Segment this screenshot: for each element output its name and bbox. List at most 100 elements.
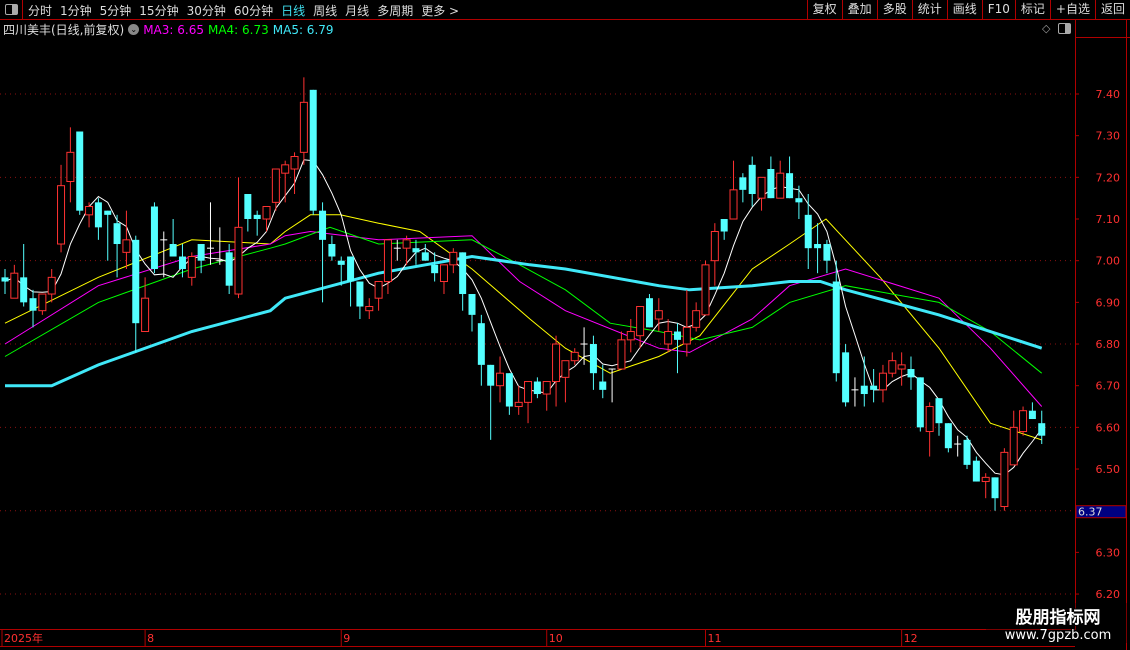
- candle-body: [421, 252, 429, 261]
- x-tick-label: 2025年: [4, 631, 43, 645]
- ma5-line: [5, 254, 1043, 388]
- candle-body: [431, 264, 439, 274]
- candle: [496, 356, 505, 403]
- candle-body: [290, 156, 299, 170]
- candle-body: [132, 239, 140, 324]
- period-tab[interactable]: 周线: [313, 4, 338, 18]
- candle-body: [888, 360, 897, 374]
- candle-body: [412, 248, 420, 253]
- period-tab[interactable]: 月线: [345, 4, 370, 18]
- candle: [944, 423, 952, 453]
- candle: [225, 244, 233, 295]
- toolbar-button[interactable]: 标记: [1014, 0, 1050, 19]
- candle-body: [309, 89, 317, 211]
- toolbar-buttons: 复权 叠加 多股 统计 画线 F10 标记 +自选 返回: [806, 0, 1130, 19]
- candle: [589, 335, 597, 390]
- candle: [10, 264, 19, 299]
- candle: [626, 319, 635, 353]
- candle-body: [701, 264, 710, 316]
- chevron-down-icon[interactable]: ⌄: [128, 24, 140, 35]
- toolbar-button[interactable]: 返回: [1094, 0, 1130, 19]
- toolbar-button[interactable]: +自选: [1049, 0, 1095, 19]
- candle-body: [1009, 426, 1018, 466]
- period-tab[interactable]: 分时: [28, 4, 53, 18]
- ma2-line: [4, 214, 1042, 441]
- candle-body: [262, 206, 271, 220]
- candle-body: [645, 298, 653, 328]
- period-tab[interactable]: 日线: [281, 4, 306, 18]
- candle-body: [878, 372, 887, 391]
- candle: [122, 210, 131, 270]
- candle: [253, 210, 261, 236]
- candle: [888, 352, 897, 378]
- candle-body: [870, 385, 878, 390]
- candle: [963, 435, 971, 470]
- candle-body: [599, 381, 607, 390]
- candle: [804, 194, 812, 270]
- diamond-icon[interactable]: ◇: [1042, 22, 1051, 35]
- candle-body: [187, 256, 196, 278]
- candle-body: [795, 198, 803, 203]
- period-tab[interactable]: 30分钟: [186, 4, 226, 18]
- period-tab[interactable]: 1分钟: [60, 4, 92, 18]
- candle-body: [66, 151, 75, 183]
- candle: [66, 127, 75, 203]
- candle-body: [664, 331, 673, 345]
- layout-toggle-icon[interactable]: [0, 0, 23, 19]
- candle-body: [944, 423, 952, 449]
- candle: [439, 264, 448, 295]
- candle-body: [505, 373, 513, 407]
- candle-body: [710, 231, 719, 262]
- candle: [935, 398, 943, 436]
- toolbar-button[interactable]: F10: [981, 0, 1015, 19]
- toolbar-button[interactable]: 多股: [876, 0, 912, 19]
- candle: [767, 156, 775, 199]
- candle-body: [299, 101, 308, 153]
- candle: [290, 152, 299, 195]
- candle: [533, 377, 541, 399]
- toolbar-button[interactable]: 叠加: [841, 0, 877, 19]
- candle: [402, 235, 411, 265]
- candle: [104, 210, 112, 261]
- candle-body: [916, 377, 924, 428]
- candle: [85, 202, 94, 228]
- candle: [580, 327, 588, 365]
- candle-body: [47, 276, 56, 295]
- candle-body: [225, 252, 233, 286]
- candle-body: [514, 401, 523, 408]
- candle: [57, 164, 66, 253]
- period-tab[interactable]: 多周期: [377, 4, 414, 18]
- candle-body: [234, 226, 243, 295]
- candle-body: [860, 385, 868, 395]
- candle-body: [963, 439, 971, 465]
- ma5-value: MA5: 6.79: [272, 22, 334, 37]
- candle-body: [449, 251, 458, 266]
- y-tick-label: 6.70: [1096, 380, 1121, 393]
- stock-title: 四川美丰(日线,前复权): [3, 23, 125, 37]
- toolbar-button[interactable]: 画线: [946, 0, 982, 19]
- candle: [150, 202, 158, 274]
- ma3-value: MA3: 6.65: [143, 22, 204, 37]
- candle: [972, 456, 980, 482]
- toolbar-button[interactable]: 复权: [806, 0, 842, 19]
- candle-body: [739, 177, 747, 190]
- period-tab[interactable]: 15分钟: [139, 4, 179, 18]
- candle-body: [439, 264, 448, 283]
- candle-body: [729, 189, 738, 220]
- candle-body: [496, 372, 505, 387]
- period-tab[interactable]: 更多 >: [421, 4, 460, 18]
- y-tick-label: 7.10: [1096, 213, 1121, 226]
- candle-body: [85, 206, 94, 216]
- candle-body: [897, 364, 906, 370]
- candle: [860, 356, 868, 407]
- candle-body: [150, 206, 158, 270]
- period-tab[interactable]: 60分钟: [233, 4, 274, 18]
- candle: [897, 352, 906, 386]
- toolbar-button[interactable]: 统计: [911, 0, 947, 19]
- panel-toggle-icon[interactable]: [1058, 23, 1072, 34]
- candle-body: [1000, 451, 1009, 508]
- candle: [1, 269, 9, 295]
- candle: [459, 252, 467, 311]
- period-tab[interactable]: 5分钟: [99, 4, 132, 18]
